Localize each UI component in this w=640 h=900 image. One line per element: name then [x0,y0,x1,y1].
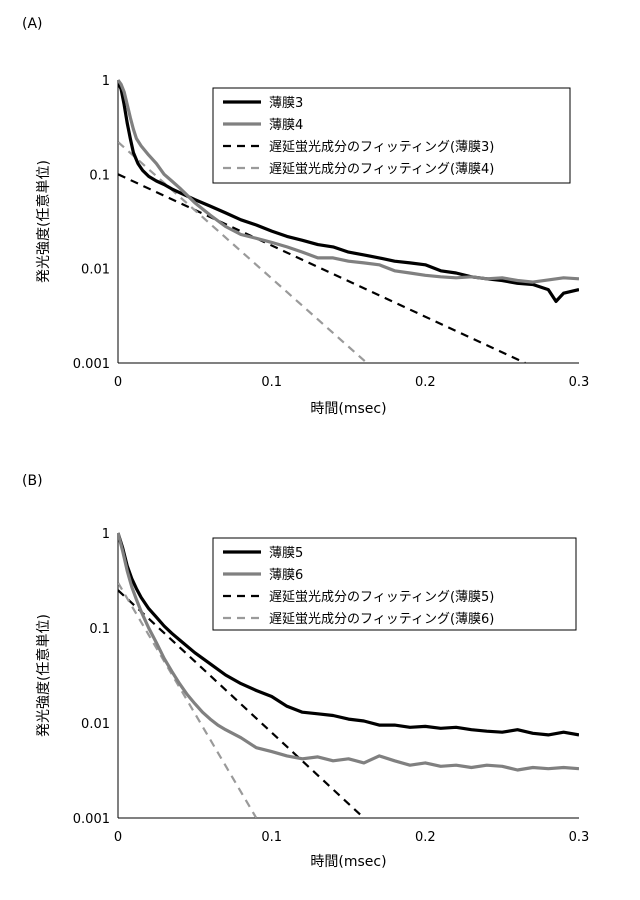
x-tick-label: 0.3 [569,830,590,845]
y-axis-title: 発光強度(任意単位) [35,160,52,283]
y-tick-label: 0.001 [73,812,110,827]
x-axis-title: 時間(msec) [310,854,386,870]
legend-label: 薄膜5 [269,546,303,561]
y-tick-label: 1 [102,74,110,89]
y-tick-label: 0.001 [73,357,110,372]
panel-label: (B) [22,473,43,489]
x-tick-label: 0.1 [261,830,282,845]
y-tick-label: 1 [102,527,110,542]
legend-label: 薄膜3 [269,96,303,111]
x-axis-title: 時間(msec) [310,401,386,417]
legend-label: 遅延蛍光成分のフィッティング(薄膜3) [269,140,494,155]
chart-panel-b: (B) 1 0.1 0.01 0.001 0 0.1 0.2 0.3 時間(msec) 発光強度(任… [22,473,589,870]
legend: 薄膜3 薄膜4 遅延蛍光成分のフィッティング(薄膜3) 遅延蛍光成分のフィッティング(… [213,88,570,183]
legend-label: 遅延蛍光成分のフィッティング(薄膜5) [269,590,494,605]
legend: 薄膜5 薄膜6 遅延蛍光成分のフィッティング(薄膜5) 遅延蛍光成分のフィッティング(… [213,538,576,630]
y-axis-title: 発光強度(任意単位) [35,614,52,737]
x-tick-label: 0 [114,375,122,390]
legend-label: 薄膜6 [269,568,303,583]
y-tick-label: 0.1 [89,622,110,637]
legend-label: 薄膜4 [269,118,303,133]
x-tick-label: 0 [114,830,122,845]
y-tick-label: 0.1 [89,168,110,183]
x-tick-label: 0.2 [415,375,436,390]
legend-label: 遅延蛍光成分のフィッティング(薄膜6) [269,612,494,627]
y-tick-label: 0.01 [81,717,110,732]
y-tick-label: 0.01 [81,263,110,278]
chart-panel-a: (A) 1 0.1 0.01 0.001 0 0.1 0.2 0.3 時間(msec) 発光強度(任… [22,16,589,417]
panel-label: (A) [22,16,43,32]
series-line-3 [118,174,525,363]
x-tick-label: 0.1 [261,375,282,390]
x-tick-label: 0.2 [415,830,436,845]
legend-label: 遅延蛍光成分のフィッティング(薄膜4) [269,162,494,177]
x-tick-label: 0.3 [569,375,590,390]
